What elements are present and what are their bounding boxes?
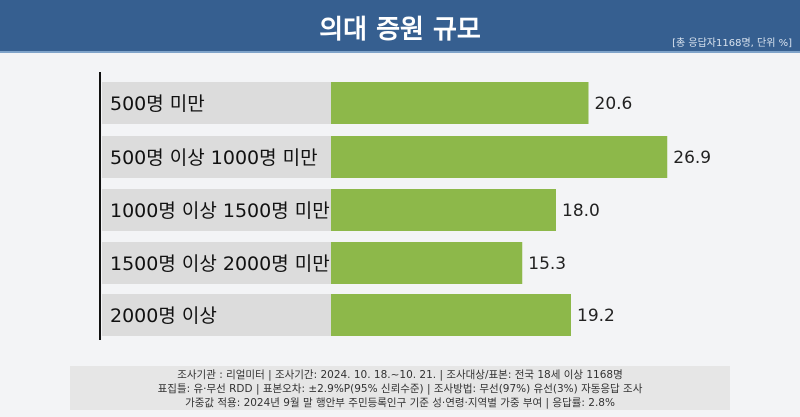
chart-title: 의대 증원 규모: [319, 15, 481, 45]
survey-footer: 조사기관 : 리얼미터 | 조사기간: 2024. 10. 18.~10. 21…: [70, 366, 730, 410]
bar: [331, 136, 668, 178]
value-label: 19.2: [577, 306, 615, 326]
category-label: 1000명 이상 1500명 미만: [110, 200, 330, 222]
bar: [331, 82, 589, 124]
footer-line: 가중값 적용: 2024년 9월 말 행안부 주민등록인구 기준 성·연령·지역…: [185, 397, 615, 409]
category-band: [102, 189, 331, 231]
bar: [331, 189, 556, 231]
value-label: 20.6: [595, 94, 633, 114]
category-band: [102, 82, 331, 124]
value-label: 18.0: [562, 201, 600, 221]
footer-line: 표집틀: 유·무선 RDD | 표본오차: ±2.9%P(95% 신뢰수준) |…: [157, 383, 643, 395]
category-band: [102, 294, 331, 336]
category-label: 500명 이상 1000명 미만: [110, 147, 318, 169]
value-label: 15.3: [528, 254, 566, 274]
value-label: 26.9: [673, 148, 711, 168]
sample-note: [총 응답자1168명, 단위 %]: [672, 38, 792, 49]
category-label: 2000명 이상: [110, 305, 217, 327]
bar: [331, 294, 571, 336]
category-band: [102, 136, 331, 178]
bar: [331, 242, 523, 284]
footer-line: 조사기관 : 리얼미터 | 조사기간: 2024. 10. 18.~10. 21…: [177, 369, 623, 381]
category-label: 1500명 이상 2000명 미만: [110, 253, 330, 275]
category-band: [102, 242, 331, 284]
category-label: 500명 미만: [110, 93, 205, 115]
header: 의대 증원 규모 [총 응답자1168명, 단위 %]: [0, 0, 800, 53]
